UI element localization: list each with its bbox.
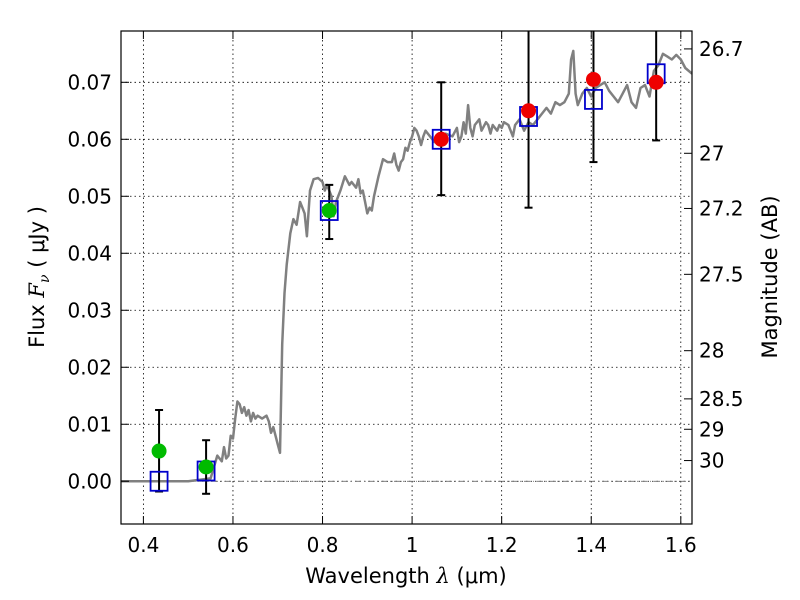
right-tick-label: 26.7 — [699, 37, 744, 61]
grid-lines — [121, 31, 692, 524]
x-tick-label: 1.2 — [486, 533, 518, 557]
y-tick-label: 0.05 — [67, 184, 112, 208]
axis-ticks — [121, 31, 692, 524]
model-photometry-point — [431, 128, 451, 150]
y-tick-label: 0.07 — [67, 70, 112, 94]
observed-photometry-point — [321, 203, 337, 219]
right-tick-label: 27.5 — [699, 262, 744, 286]
x-tick-label: 1 — [406, 533, 419, 557]
spectrum-line — [121, 49, 692, 483]
observed-photometry-point — [648, 74, 664, 90]
right-tick-label: 27 — [699, 141, 724, 165]
observed-photometry-point — [151, 443, 167, 459]
observed-photometry-point — [585, 71, 601, 87]
x-tick-label: 1.4 — [575, 533, 607, 557]
observed-photometry-series — [151, 71, 664, 475]
observed-photometry-point — [433, 131, 449, 147]
y-tick-label: 0.01 — [67, 412, 112, 436]
plot-frame — [120, 30, 693, 525]
y-tick-label: 0.04 — [67, 241, 112, 265]
right-tick-label: 27.2 — [699, 196, 744, 220]
y-tick-label: 0.02 — [67, 355, 112, 379]
model-photometry-point — [584, 88, 603, 110]
right-axis-title: Magnitude (AB) — [758, 195, 782, 358]
model-photometry-series — [149, 63, 666, 492]
model-spectrum-series — [121, 49, 692, 483]
right-tick-label: 28.5 — [699, 387, 744, 411]
model-photometry-point — [149, 470, 169, 492]
right-tick-label: 28 — [699, 339, 724, 363]
model-photometry-point — [319, 200, 339, 221]
x-axis-title: Wavelength λ (μm) — [305, 564, 506, 588]
y-tick-label: 0.06 — [67, 127, 112, 151]
y-tick-label: 0.00 — [67, 469, 112, 493]
right-tick-label: 29 — [699, 417, 724, 441]
y-axis-title: Flux Fν ( μJy ) — [25, 206, 53, 348]
x-tick-label: 0.4 — [127, 533, 159, 557]
right-tick-label: 30 — [699, 449, 724, 473]
x-tick-label: 0.8 — [307, 533, 339, 557]
y-tick-label: 0.03 — [67, 298, 112, 322]
x-tick-label: 0.6 — [217, 533, 249, 557]
observed-photometry-point — [198, 459, 214, 475]
x-tick-label: 1.6 — [665, 533, 697, 557]
error-bars — [155, 31, 661, 495]
observed-photometry-point — [521, 103, 537, 119]
